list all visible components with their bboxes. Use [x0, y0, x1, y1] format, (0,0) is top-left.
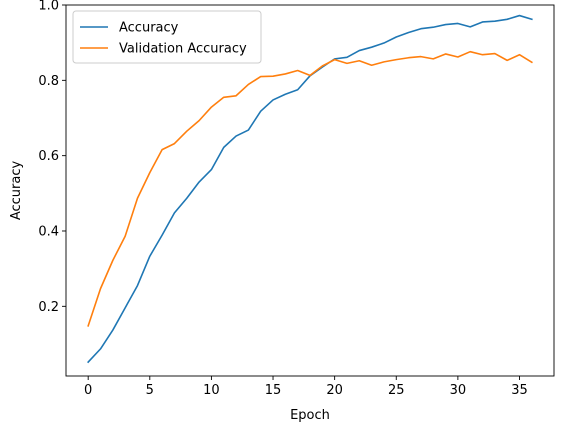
legend: Accuracy Validation Accuracy — [72, 10, 262, 64]
series-lines — [87, 14, 533, 364]
y-tick-label: 0.6 — [38, 149, 59, 164]
x-tick-label: 15 — [265, 383, 282, 398]
plot-area — [65, 4, 555, 377]
x-tick-label: 25 — [388, 383, 405, 398]
y-tick-label: 0.2 — [38, 300, 59, 315]
y-tick-label: 1.0 — [38, 0, 59, 14]
x-tick-label: 35 — [511, 383, 528, 398]
x-axis: 0 5 10 15 20 25 30 35 — [84, 376, 528, 398]
y-axis: 0.2 0.4 0.6 0.8 1.0 — [38, 0, 66, 315]
legend-label-1: Validation Accuracy — [119, 42, 247, 57]
series-line-1 — [87, 50, 533, 327]
legend-label-0: Accuracy — [119, 21, 179, 36]
x-tick-label: 30 — [450, 383, 467, 398]
x-tick-label: 10 — [203, 383, 220, 398]
y-axis-label: Accuracy — [9, 161, 24, 221]
x-tick-label: 20 — [326, 383, 343, 398]
legend-box — [72, 10, 262, 64]
y-tick-label: 0.8 — [38, 74, 59, 89]
x-axis-label: Epoch — [290, 408, 330, 423]
x-tick-label: 5 — [146, 383, 154, 398]
x-tick-label: 0 — [84, 383, 92, 398]
y-tick-label: 0.4 — [38, 224, 59, 239]
